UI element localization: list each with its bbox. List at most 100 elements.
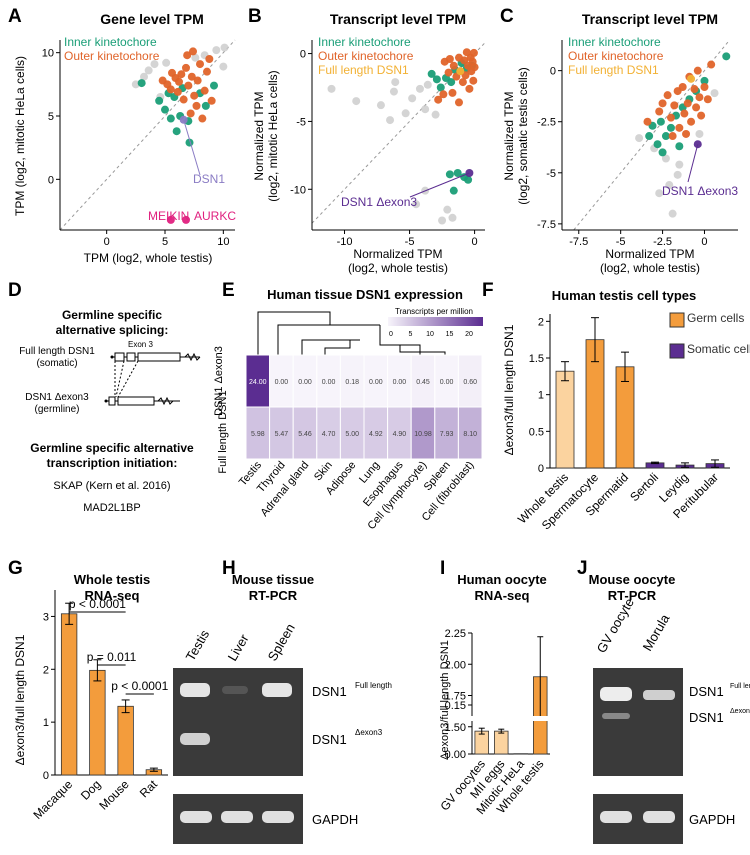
data-point [423,80,432,89]
data-point [661,154,670,163]
isoform-label: DSN1 Δexon3 [25,392,89,403]
data-point [173,87,182,96]
gel-band [600,687,632,701]
panel-title: Transcript level TPM [330,11,466,27]
data-point [458,78,467,87]
gel-band [180,733,210,745]
data-point [140,72,148,81]
data-point [443,205,452,214]
panel-letter: A [8,6,22,27]
panel-letter: E [222,280,235,301]
p-value: p = 0.011 [87,650,137,664]
data-point [444,68,453,77]
cell-value: 5.00 [345,431,359,438]
annotation-label: DSN1 [193,172,225,186]
data-point [673,170,682,179]
panel-letter: F [482,280,494,301]
cell-value: 0.45 [416,379,430,386]
bar-break [532,716,549,721]
data-point [352,97,361,106]
legend-tick: 5 [409,331,413,338]
annotation-leader [687,144,699,183]
data-point [161,105,169,114]
data-point [166,114,175,123]
cell-value: 24.00 [249,379,267,386]
data-point [680,109,689,118]
data-point [663,91,672,100]
gene-name: MAD2L1BP [83,502,140,514]
panel-letter: B [248,6,262,27]
heading: transcription initiation: [47,456,178,470]
category-label: Rat [137,777,161,801]
x-tick-label: 0 [472,236,478,248]
panel-letter: H [222,558,236,579]
x-tick-label: -5 [405,236,415,248]
gel-band [643,811,675,823]
data-point [438,216,447,225]
y-tick-label: 5 [48,111,54,123]
y-tick-label: -5 [296,116,306,128]
panel-e-heatmap: Human tissue DSN1 expression Transcripts … [213,287,483,532]
data-point [666,113,675,122]
gel-band [221,811,253,823]
legend-swatch [669,312,685,328]
cell-value: 0.00 [298,379,312,386]
y-axis-label: (log2, mitotic HeLa cells) [266,70,280,201]
panel-title: RNA-seq [475,588,530,603]
data-point [666,123,675,132]
y-tick-label: 3 [43,611,49,623]
data-point [192,101,201,110]
y-axis-label: Normalized TPM [252,91,266,180]
cell-value: 0.00 [393,379,407,386]
data-point [456,67,465,76]
y-tick-label: -7.5 [537,219,556,231]
data-point [150,60,159,69]
dendrogram [301,339,360,355]
data-point [668,132,677,141]
y-tick-label: -5 [546,168,556,180]
data-point [184,81,193,90]
diagonal-line [59,39,236,231]
gel-image [593,668,683,776]
scatter-plot-A: 0 5 10 0 5 10 Gene level TPM Inner kinetochoreO… [13,11,236,265]
data-point [190,91,199,100]
cell-value: 0.00 [275,379,289,386]
band-label-sup: Full length [730,683,750,690]
data-point [690,85,699,94]
data-point [201,101,210,110]
isoform-label: (germline) [34,404,79,415]
heading: Germline specific alternative [30,441,194,455]
data-point [175,77,183,86]
data-point [682,129,691,138]
y-axis-label: (log2, somatic testis cells) [516,67,530,204]
exon-3-box [126,352,136,362]
band-label-sup: Δexon3 [355,728,383,737]
x-tick-label: 5 [162,236,168,248]
data-point [191,53,200,62]
legend-title: Transcripts per million [395,307,473,316]
cell-value: 10.98 [414,431,432,438]
panel-title: Human tissue DSN1 expression [267,287,463,302]
data-point [469,48,478,57]
legend-tick: 20 [465,331,473,338]
data-point [464,175,473,184]
x-tick-label: -10 [337,236,353,248]
cell-value: 4.70 [322,431,336,438]
cell-value: 0.18 [345,379,359,386]
dendrogram [257,311,331,355]
data-point [695,129,704,138]
data-point [470,63,479,72]
data-point [220,43,229,52]
y-tick-label: 1 [43,717,49,729]
data-point [635,134,644,143]
y-axis-label: Δexon3/full length DSN1 [439,640,451,760]
bar [89,669,106,776]
x-axis-label: (log2, whole testis) [600,261,700,275]
data-point [447,78,456,87]
x-tick-label: 0 [104,236,110,248]
data-point [448,213,457,222]
cell-value: 5.98 [251,431,265,438]
